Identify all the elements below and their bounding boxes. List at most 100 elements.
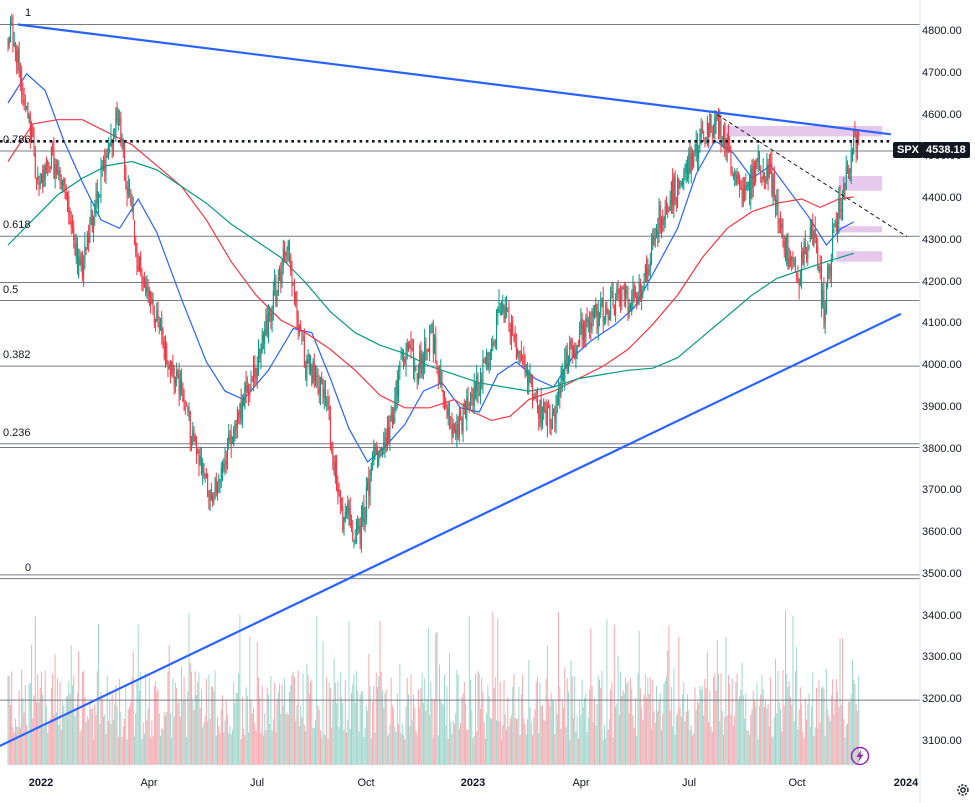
candle-body — [388, 427, 390, 443]
candle-body — [167, 365, 169, 370]
candle-body — [162, 335, 164, 342]
candle-body — [349, 508, 351, 526]
volume-bar — [714, 673, 716, 765]
volume-bar — [115, 685, 117, 765]
candle-body — [745, 185, 747, 190]
volume-bar — [145, 672, 147, 765]
candle-body — [417, 366, 419, 382]
candle-body — [662, 218, 664, 225]
volume-bar — [317, 705, 319, 765]
candle-body — [809, 227, 811, 242]
volume-bar — [512, 687, 514, 765]
candle-body — [313, 361, 315, 382]
volume-bar — [352, 684, 354, 765]
horizontal-levels — [0, 23, 920, 701]
candle-body — [212, 496, 214, 502]
volume-bar — [241, 696, 243, 765]
volume-bar — [750, 714, 752, 765]
volume-bar — [187, 691, 189, 765]
volume-bar — [421, 673, 423, 765]
candle-body — [776, 199, 778, 206]
candle-body — [223, 463, 225, 470]
volume-bar — [432, 737, 434, 765]
volume-bar — [380, 672, 382, 765]
candle-body — [426, 349, 428, 352]
volume-bar — [716, 640, 718, 765]
time-tick-label: Jul — [681, 777, 697, 789]
candle-body — [323, 389, 325, 398]
candle-body — [76, 242, 78, 274]
candle-body — [586, 318, 588, 321]
candle-body — [105, 155, 107, 175]
candle-body — [556, 396, 558, 404]
volume-bar — [628, 713, 630, 765]
volume-bar — [360, 691, 362, 765]
candle-body — [316, 375, 318, 377]
candle-body — [19, 69, 21, 79]
candle-body — [634, 293, 636, 297]
candle-body — [470, 394, 472, 408]
volume-bar — [22, 698, 24, 765]
volume-bar — [613, 624, 615, 765]
volume-bar — [607, 729, 609, 765]
volume-bar — [298, 726, 300, 765]
candle-body — [57, 170, 59, 173]
candle-body — [368, 478, 370, 497]
candle-body — [535, 391, 537, 393]
lightning-icon[interactable] — [850, 746, 870, 766]
candle-body — [271, 309, 273, 321]
volume-bar — [820, 687, 822, 765]
candle-body — [404, 358, 406, 363]
volume-bar — [296, 705, 298, 765]
volume-bar — [520, 694, 522, 765]
fib-level-label: 0.382 — [3, 349, 31, 362]
candle-body — [234, 423, 236, 432]
volume-bar — [173, 716, 175, 765]
volume-bar — [683, 682, 685, 765]
volume-bar — [405, 706, 407, 765]
candle-body — [411, 348, 413, 351]
candle-body — [600, 303, 602, 315]
candle-body — [693, 155, 695, 167]
candle-body — [463, 403, 465, 407]
volume-bar — [783, 706, 785, 765]
volume-bar — [116, 706, 118, 765]
volume-bar — [291, 674, 293, 765]
volume-bar — [91, 707, 93, 765]
candle-body — [814, 227, 816, 238]
candle-body — [403, 352, 405, 362]
volume-bar — [142, 722, 144, 765]
candle-body — [257, 348, 259, 365]
volume-bar — [689, 730, 691, 765]
volume-bar — [489, 717, 491, 765]
candle-body — [641, 294, 643, 299]
candle-body — [101, 166, 103, 169]
volume-bar — [696, 701, 698, 765]
candle-body — [210, 489, 212, 500]
fib-level-label: 0.786 — [3, 134, 31, 147]
candle-body — [554, 412, 556, 421]
candle-body — [461, 418, 463, 432]
candle-body — [171, 361, 173, 373]
volume-bar — [753, 699, 755, 765]
candle-body — [202, 463, 204, 473]
volume-bar — [288, 692, 290, 765]
candle-body — [628, 306, 630, 314]
volume-bar — [457, 674, 459, 765]
volume-bar — [629, 678, 631, 765]
gear-icon[interactable] — [955, 782, 971, 798]
volume-bar — [688, 710, 690, 765]
volume-bar — [32, 718, 34, 765]
volume-bar — [544, 720, 546, 765]
volume-bar — [131, 676, 133, 765]
candle-body — [476, 374, 478, 392]
volume-bar — [74, 715, 76, 765]
candle-body — [285, 252, 287, 257]
candle-body — [291, 269, 293, 288]
volume-bar — [121, 737, 123, 765]
volume-bar — [194, 671, 196, 765]
candle-body — [370, 462, 372, 475]
candle-body — [673, 177, 675, 210]
candle-body — [685, 163, 687, 173]
